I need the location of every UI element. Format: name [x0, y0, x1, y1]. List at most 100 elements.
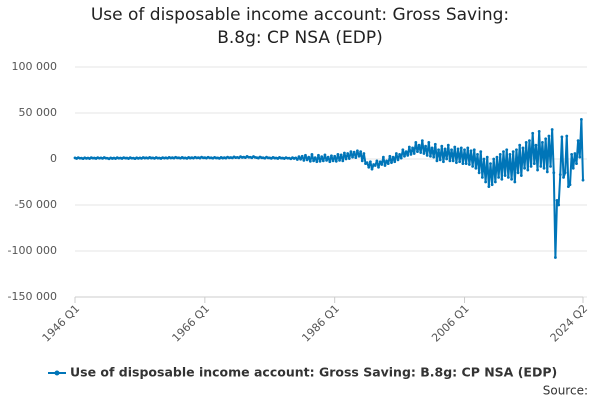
- data-point: [451, 159, 455, 163]
- data-point: [380, 163, 384, 166]
- data-point: [403, 154, 406, 158]
- x-tick-label: 2006 Q1: [429, 302, 472, 345]
- data-point: [386, 162, 390, 166]
- y-tick-label: -150 000: [8, 290, 57, 303]
- data-point: [430, 146, 434, 150]
- data-point: [560, 135, 564, 139]
- data-point: [295, 158, 299, 161]
- data-point: [576, 139, 580, 143]
- data-point: [519, 174, 523, 177]
- legend-marker: [54, 370, 60, 376]
- data-point: [515, 148, 518, 152]
- data-point: [435, 159, 439, 163]
- data-point: [537, 130, 541, 133]
- data-point: [487, 185, 491, 189]
- data-point: [302, 158, 306, 162]
- data-point: [334, 159, 338, 163]
- data-point: [503, 174, 507, 177]
- data-point: [333, 154, 337, 158]
- data-point: [529, 164, 533, 168]
- data-point: [347, 157, 351, 160]
- data-point: [497, 176, 501, 179]
- data-point: [489, 162, 492, 166]
- data-point: [500, 177, 504, 181]
- data-point: [297, 155, 301, 159]
- data-point: [450, 148, 453, 152]
- data-point: [528, 139, 531, 143]
- data-point: [427, 141, 431, 144]
- data-point: [544, 137, 548, 141]
- data-point: [446, 143, 450, 147]
- data-point: [381, 155, 385, 159]
- data-point: [539, 164, 543, 168]
- x-tick-label: 1946 Q1: [40, 302, 83, 345]
- data-point: [581, 178, 585, 182]
- data-point: [573, 152, 577, 155]
- data-point: [453, 145, 457, 149]
- data-point: [570, 153, 574, 156]
- data-point: [578, 155, 582, 159]
- data-point: [469, 149, 473, 153]
- data-point: [565, 134, 569, 138]
- data-point: [458, 160, 462, 164]
- data-point: [310, 153, 314, 156]
- data-point: [480, 176, 484, 179]
- data-point: [312, 159, 315, 163]
- chart-title: Use of disposable income account: Gross …: [90, 5, 510, 48]
- data-point: [438, 158, 442, 162]
- data-point: [365, 161, 369, 165]
- data-point: [416, 150, 419, 154]
- data-point: [557, 203, 561, 207]
- data-point: [425, 153, 429, 157]
- data-point: [391, 155, 395, 159]
- data-point: [300, 154, 304, 158]
- data-point: [549, 164, 552, 168]
- data-point: [531, 131, 535, 135]
- data-point: [464, 162, 468, 166]
- data-point: [506, 176, 510, 179]
- data-point: [505, 148, 509, 152]
- data-point: [466, 146, 470, 150]
- data-point: [433, 142, 437, 146]
- data-point: [455, 161, 458, 165]
- data-point: [313, 156, 317, 160]
- data-point: [349, 150, 353, 154]
- data-point: [472, 148, 476, 152]
- data-point: [534, 143, 538, 147]
- data-point: [396, 158, 400, 162]
- data-point: [305, 158, 309, 162]
- data-point: [368, 160, 372, 164]
- data-point: [445, 157, 449, 161]
- data-point: [495, 155, 499, 159]
- data-point: [571, 166, 575, 170]
- y-tick-label: -50 000: [15, 198, 57, 211]
- data-point: [552, 171, 556, 175]
- data-point: [568, 183, 572, 187]
- data-point: [394, 152, 398, 155]
- y-tick-label: 100 000: [12, 60, 58, 73]
- data-point: [492, 157, 496, 161]
- data-point: [352, 150, 356, 154]
- data-point: [367, 165, 371, 169]
- data-point: [476, 153, 479, 156]
- data-point: [417, 143, 421, 147]
- data-point: [331, 159, 335, 163]
- data-point: [341, 159, 345, 163]
- data-point: [320, 155, 324, 159]
- data-point: [383, 164, 387, 167]
- data-point: [555, 199, 559, 202]
- data-point: [461, 162, 465, 166]
- data-point: [404, 150, 408, 154]
- data-point: [414, 141, 418, 144]
- data-point: [377, 165, 380, 169]
- data-point: [354, 156, 358, 160]
- data-point: [359, 150, 363, 154]
- data-point: [422, 152, 426, 155]
- data-point: [330, 154, 333, 158]
- y-tick-label: 50 000: [19, 106, 58, 119]
- data-point: [346, 152, 350, 155]
- data-point: [443, 147, 447, 151]
- data-point: [547, 134, 551, 138]
